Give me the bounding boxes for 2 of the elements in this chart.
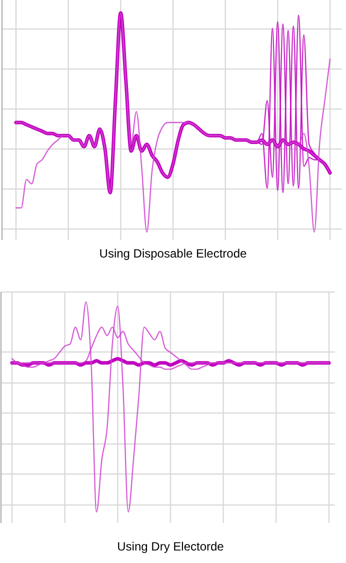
x-axis-title: Using Dry Electorde: [117, 540, 224, 554]
x-axis-title: Using Disposable Electrode: [99, 246, 248, 261]
